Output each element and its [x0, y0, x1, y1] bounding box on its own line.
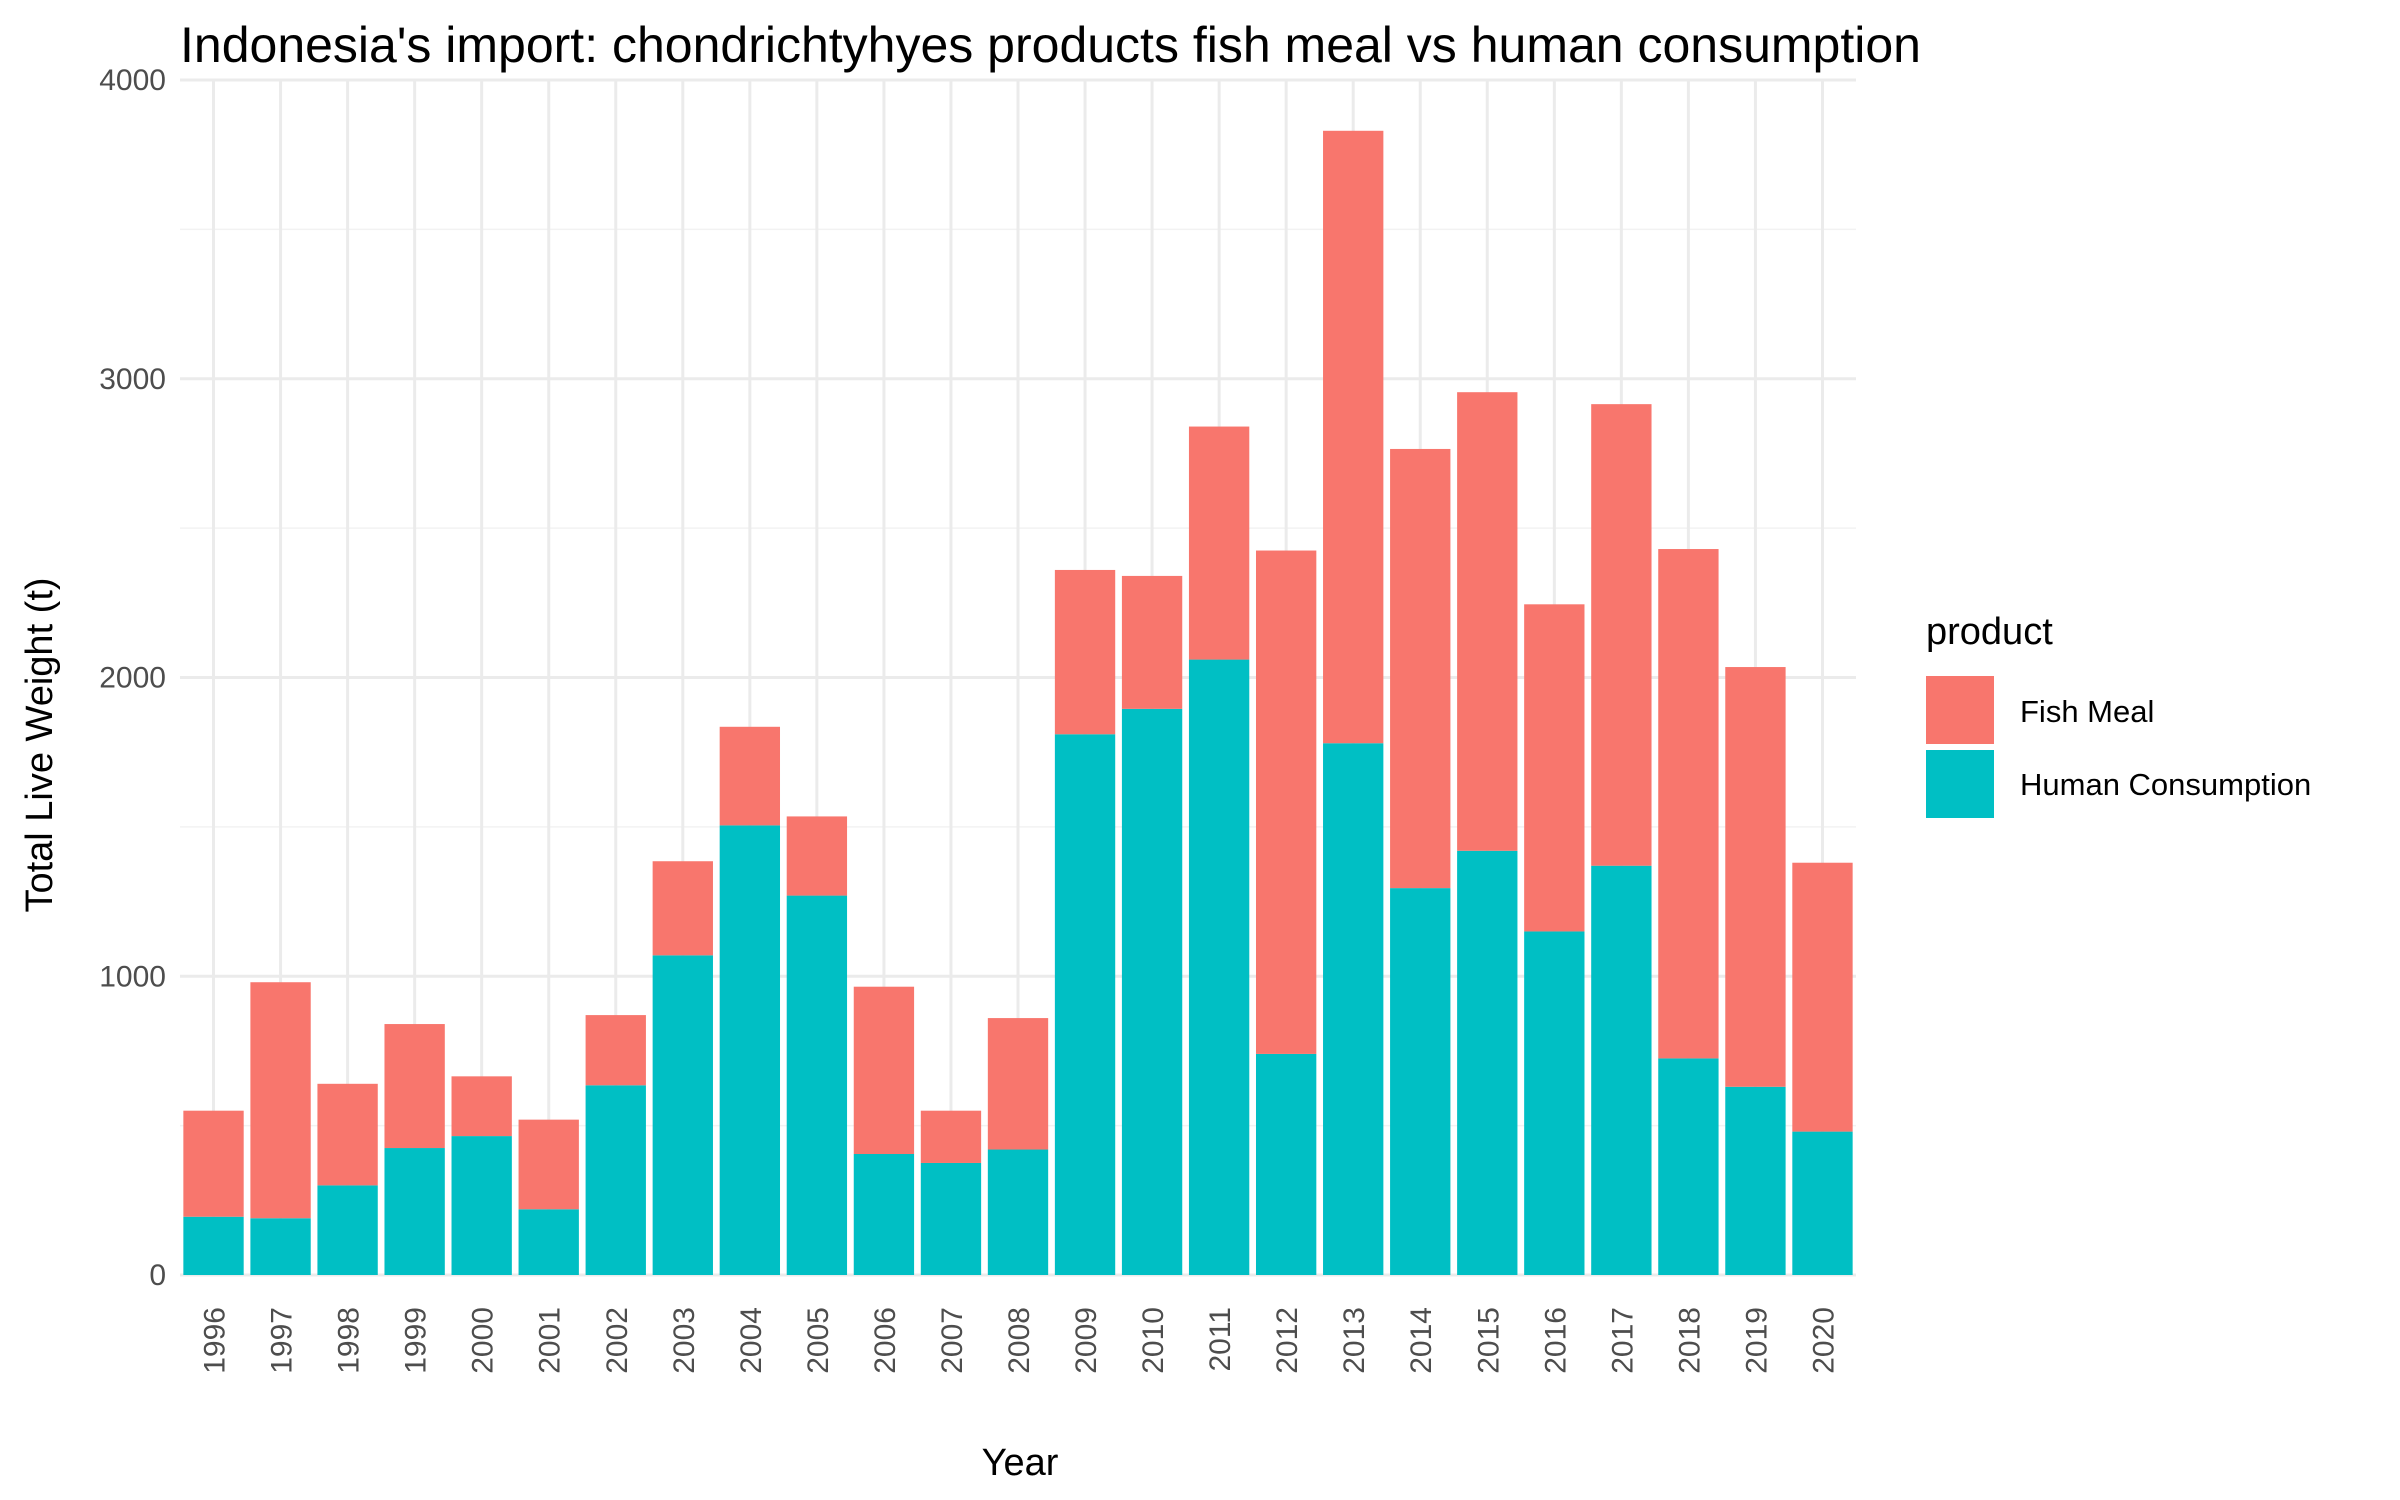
- x-tick-label: 2002: [601, 1307, 634, 1374]
- bar-fish-meal: [384, 1024, 445, 1149]
- bar-human-consumption: [384, 1148, 445, 1275]
- legend-key-human-consumption: [1926, 750, 1994, 818]
- x-tick-label: 2001: [534, 1307, 567, 1374]
- x-tick-label: 1998: [333, 1307, 366, 1374]
- legend: product Fish Meal Human Consumption: [1926, 611, 2311, 818]
- legend-key-fish-meal: [1926, 676, 1994, 744]
- bar-fish-meal: [1121, 575, 1183, 709]
- bar-human-consumption: [1188, 659, 1250, 1275]
- bar-fish-meal: [652, 861, 713, 956]
- x-tick-label: 1997: [266, 1307, 299, 1374]
- bar-fish-meal: [317, 1083, 378, 1186]
- bar-human-consumption: [1054, 734, 1116, 1275]
- bar-human-consumption: [1591, 865, 1652, 1275]
- bar-human-consumption: [1658, 1058, 1719, 1275]
- x-tick-label: 2015: [1472, 1307, 1505, 1374]
- bar-human-consumption: [719, 825, 781, 1275]
- x-tick-label: 2009: [1070, 1307, 1103, 1374]
- x-tick-label: 2013: [1338, 1307, 1371, 1374]
- bar-fish-meal: [1457, 392, 1518, 851]
- bar-human-consumption: [1524, 931, 1585, 1275]
- x-tick-label: 2007: [936, 1307, 969, 1374]
- bar-fish-meal: [1390, 448, 1451, 889]
- bar-human-consumption: [585, 1085, 646, 1275]
- x-tick-label: 2020: [1807, 1307, 1840, 1374]
- bar-fish-meal: [451, 1076, 512, 1137]
- x-tick-label: 2012: [1271, 1307, 1304, 1374]
- bar-human-consumption: [250, 1218, 311, 1275]
- bar-fish-meal: [585, 1015, 646, 1086]
- x-tick-label: 2003: [668, 1307, 701, 1374]
- x-tick-label: 2019: [1740, 1307, 1773, 1374]
- bar-fish-meal: [1658, 549, 1719, 1059]
- bar-fish-meal: [853, 986, 915, 1155]
- bar-human-consumption: [1725, 1086, 1786, 1275]
- legend-label-human-consumption: Human Consumption: [2020, 767, 2311, 802]
- bar-human-consumption: [183, 1216, 244, 1275]
- bar-fish-meal: [1725, 667, 1786, 1087]
- legend-title: product: [1926, 611, 2053, 653]
- bar-human-consumption: [652, 955, 713, 1275]
- bar-human-consumption: [1255, 1053, 1317, 1275]
- bar-fish-meal: [1323, 130, 1384, 744]
- bar-fish-meal: [1255, 550, 1317, 1054]
- bar-human-consumption: [987, 1149, 1049, 1275]
- y-tick-label: 4000: [99, 64, 166, 97]
- x-tick-label: 2018: [1673, 1307, 1706, 1374]
- bar-fish-meal: [250, 982, 311, 1219]
- legend-label-fish-meal: Fish Meal: [2020, 694, 2154, 729]
- chart-title: Indonesia's import: chondrichtyhyes prod…: [180, 17, 1921, 73]
- x-axis-tick-labels: 1996 1997 1998 1999 2000 2001 2002 2003 2004 2005…: [199, 1307, 1841, 1374]
- bar-human-consumption: [518, 1209, 579, 1275]
- y-axis-tick-labels: 0 1000 2000 3000 4000: [99, 64, 166, 1292]
- bar-human-consumption: [1390, 888, 1451, 1275]
- bar-human-consumption: [451, 1136, 512, 1275]
- x-tick-label: 2011: [1204, 1307, 1237, 1372]
- bar-human-consumption: [1121, 708, 1183, 1275]
- x-tick-label: 2014: [1405, 1307, 1438, 1374]
- bar-fish-meal: [987, 1018, 1049, 1150]
- bar-fish-meal: [183, 1110, 244, 1217]
- x-tick-label: 2017: [1606, 1307, 1639, 1374]
- bar-fish-meal: [920, 1110, 982, 1163]
- bar-fish-meal: [1591, 404, 1652, 866]
- x-tick-label: 2008: [1003, 1307, 1036, 1374]
- bar-human-consumption: [1792, 1131, 1853, 1275]
- bar-human-consumption: [317, 1185, 378, 1275]
- bars: [183, 130, 1853, 1275]
- x-tick-label: 2010: [1137, 1307, 1170, 1374]
- bar-fish-meal: [518, 1119, 579, 1210]
- bar-fish-meal: [786, 816, 848, 896]
- bar-human-consumption: [786, 895, 848, 1275]
- x-tick-label: 2000: [467, 1307, 500, 1374]
- y-tick-label: 2000: [99, 662, 166, 695]
- x-tick-label: 2016: [1539, 1307, 1572, 1374]
- bar-fish-meal: [1054, 569, 1116, 735]
- x-tick-label: 1996: [199, 1307, 232, 1374]
- x-tick-label: 2004: [735, 1307, 768, 1374]
- bar-human-consumption: [853, 1154, 915, 1275]
- bar-fish-meal: [1188, 426, 1250, 660]
- y-tick-label: 3000: [99, 363, 166, 396]
- y-tick-label: 1000: [99, 960, 166, 993]
- x-tick-label: 1999: [400, 1307, 433, 1374]
- x-axis-title: Year: [982, 1442, 1059, 1484]
- bar-human-consumption: [1323, 743, 1384, 1275]
- bar-human-consumption: [1457, 850, 1518, 1275]
- bar-fish-meal: [719, 726, 781, 826]
- bar-fish-meal: [1524, 604, 1585, 932]
- x-tick-label: 2005: [802, 1307, 835, 1374]
- x-tick-label: 2006: [869, 1307, 902, 1374]
- bar-human-consumption: [920, 1162, 982, 1275]
- bar-fish-meal: [1792, 862, 1853, 1132]
- y-tick-label: 0: [149, 1259, 166, 1292]
- y-axis-title: Total Live Weight (t): [19, 577, 61, 912]
